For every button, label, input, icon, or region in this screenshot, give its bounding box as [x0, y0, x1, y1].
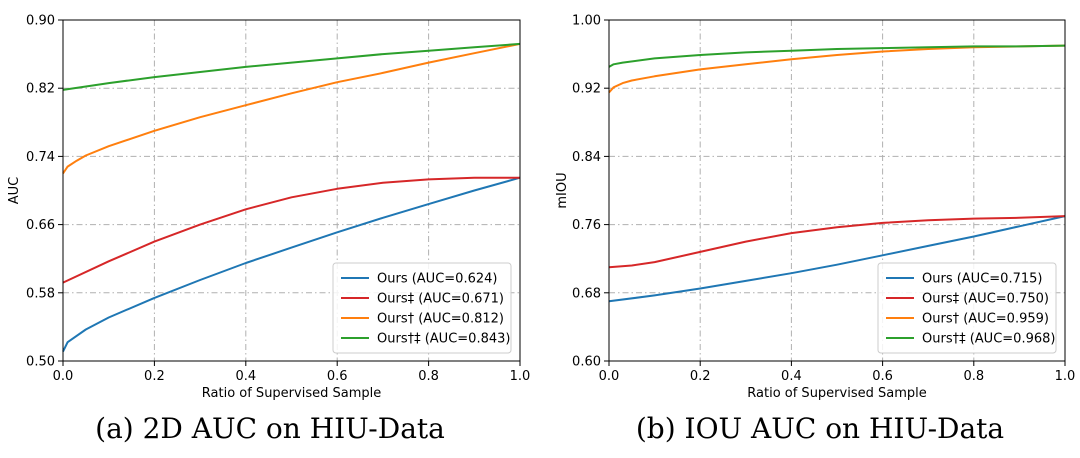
legend-entry: Ours†‡ (AUC=0.843)	[377, 332, 510, 347]
y-axis-label: AUC	[7, 177, 22, 205]
plot-frame	[608, 19, 1066, 362]
legend-entry: Ours†‡ (AUC=0.968)	[922, 332, 1055, 347]
y-tick-label: 1.00	[572, 14, 601, 29]
chart-2d-auc: 0.0 0.2 0.4 0.6 0.8 1.0 0.50 0.58 0.66 0.74 0.82 0.…	[7, 14, 530, 446]
y-tick-label: 0.74	[26, 150, 55, 165]
y-tick-label: 0.66	[26, 218, 55, 233]
x-tick-label: 0.0	[53, 369, 74, 384]
y-axis-label: mIOU	[555, 172, 570, 208]
x-tick-label: 0.4	[781, 369, 802, 384]
x-tick-label: 0.2	[144, 369, 165, 384]
x-axis-label: Ratio of Supervised Sample	[747, 386, 926, 401]
x-tick-label: 1.0	[510, 369, 531, 384]
x-tick-label: 0.4	[235, 369, 256, 384]
figure-caption: (a) 2D AUC on HIU-Data	[95, 412, 445, 445]
legend-entry: Ours (AUC=0.715)	[922, 272, 1042, 287]
y-tick-label: 0.58	[26, 286, 55, 301]
chart-iou-auc: 0.0 0.2 0.4 0.6 0.8 1.0 0.60 0.68 0.76 0.84 0.92 1.…	[555, 14, 1075, 446]
legend-box	[332, 262, 512, 354]
x-tick-label: 0.6	[327, 369, 348, 384]
legend-entry: Ours‡ (AUC=0.750)	[922, 292, 1049, 307]
x-tick-label: 0.8	[963, 369, 984, 384]
y-tick-label: 0.68	[572, 286, 601, 301]
series-line-3	[608, 44, 1066, 68]
series-line-0	[62, 176, 521, 353]
series-line-0	[608, 215, 1066, 303]
x-tick-label: 0.0	[599, 369, 620, 384]
y-tick-label: 0.90	[26, 14, 55, 29]
y-tick-label: 0.60	[572, 355, 601, 370]
y-tick-label: 0.76	[572, 218, 601, 233]
x-axis-label: Ratio of Supervised Sample	[202, 386, 381, 401]
plot-frame	[62, 19, 521, 362]
x-tick-label: 1.0	[1055, 369, 1076, 384]
legend-entry: Ours‡ (AUC=0.671)	[377, 292, 504, 307]
y-tick-label: 0.84	[572, 150, 601, 165]
y-tick-label: 0.50	[26, 355, 55, 370]
figure-caption: (b) IOU AUC on HIU-Data	[636, 412, 1004, 445]
x-tick-label: 0.6	[872, 369, 893, 384]
legend-entry: Ours† (AUC=0.959)	[922, 312, 1049, 327]
y-tick-label: 0.92	[572, 82, 601, 97]
x-tick-label: 0.2	[690, 369, 711, 384]
series-line-3	[62, 42, 521, 91]
series-line-1	[608, 215, 1066, 269]
x-tick-label: 0.8	[418, 369, 439, 384]
y-tick-label: 0.82	[26, 82, 55, 97]
series-line-2	[62, 42, 521, 175]
series-line-2	[608, 44, 1066, 94]
legend-entry: Ours† (AUC=0.812)	[377, 312, 504, 327]
series-line-1	[62, 176, 520, 284]
legend-entry: Ours (AUC=0.624)	[377, 272, 497, 287]
legend-box	[877, 262, 1057, 354]
